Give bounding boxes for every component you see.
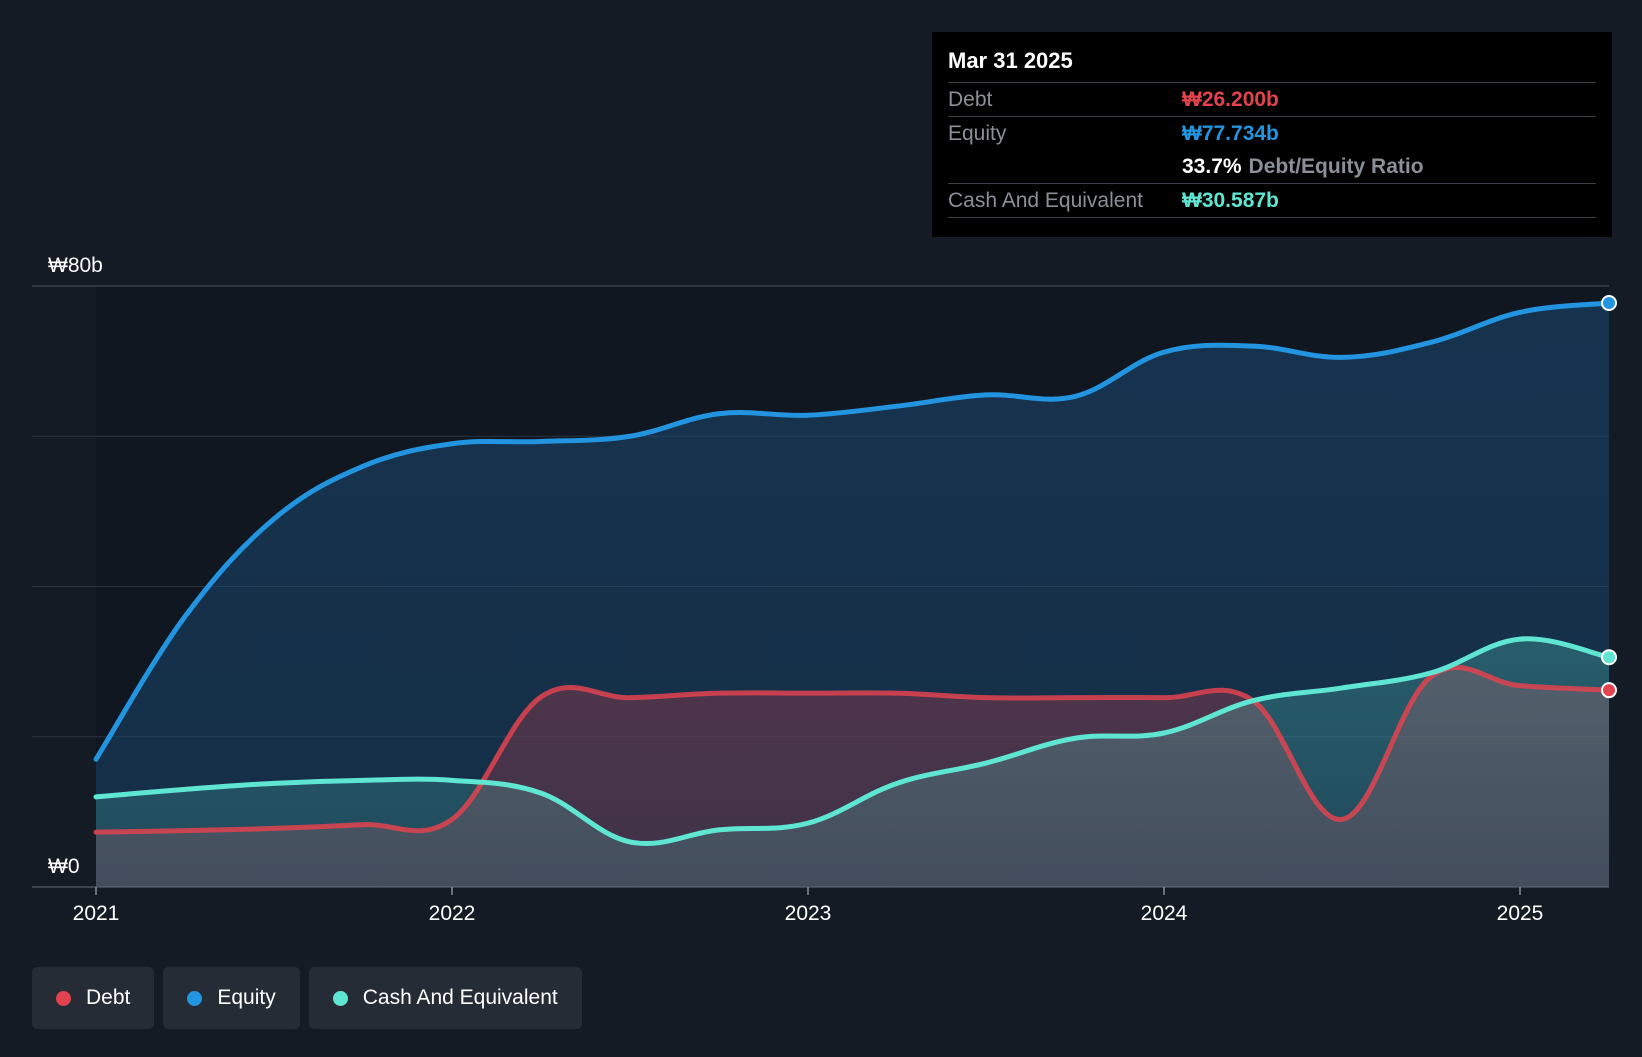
tooltip-ratio-label: Debt/Equity Ratio: [1248, 155, 1424, 178]
debt-line: [93, 664, 1612, 835]
x-tick-label: 2025: [1497, 902, 1544, 925]
tooltip-row-debt: Debt ₩26.200b: [948, 83, 1596, 117]
line-layer: [93, 300, 1612, 847]
legend-equity-label: Equity: [217, 986, 276, 1009]
tooltip-panel: Mar 31 2025 Debt ₩26.200b Equity ₩77.734…: [932, 32, 1612, 237]
legend-item-debt[interactable]: Debt: [32, 967, 155, 1029]
x-tick-label: 2024: [1141, 902, 1188, 925]
tooltip-equity-value: ₩77.734b: [1182, 122, 1279, 145]
y-tick-label: ₩80b: [48, 254, 103, 277]
axis-layer: ₩80b ₩0 2021 2022 2023 2024 2025: [48, 254, 1543, 925]
cash-end-marker[interactable]: [1601, 649, 1617, 666]
tooltip-date: Mar 31 2025: [948, 46, 1596, 83]
tooltip-ratio: 33.7% Debt/Equity Ratio: [1182, 150, 1424, 183]
x-tick-label: 2022: [429, 902, 476, 925]
legend: Debt Equity Cash And Equivalent: [32, 967, 582, 1029]
cash-dot-icon: [332, 990, 348, 1006]
area-layer: [96, 303, 1609, 887]
plot-past-background: [0, 0, 96, 1052]
tooltip-equity-label: Equity: [948, 122, 1007, 145]
equity-dot-icon: [187, 990, 203, 1006]
y-tick-label: ₩0: [48, 855, 80, 878]
debt-dot-icon: [56, 990, 71, 1006]
tooltip-row-ratio: 33.7% Debt/Equity Ratio: [948, 150, 1596, 184]
tooltip-ratio-spacer: [948, 150, 1182, 183]
legend-cash-label: Cash And Equivalent: [362, 986, 558, 1009]
tooltip-ratio-value: 33.7%: [1182, 155, 1242, 178]
marker-layer: [1601, 295, 1617, 699]
equity-line: [93, 300, 1612, 762]
legend-debt-label: Debt: [86, 986, 131, 1009]
cash-line: [93, 636, 1612, 847]
tooltip-debt-label: Debt: [948, 88, 993, 111]
equity-end-marker[interactable]: [1601, 295, 1617, 312]
debt-end-marker[interactable]: [1601, 682, 1617, 699]
cash-area: [96, 638, 1609, 887]
tooltip-debt-value: ₩26.200b: [1182, 88, 1279, 111]
legend-item-equity[interactable]: Equity: [163, 967, 300, 1029]
tooltip-cash-value: ₩30.587b: [1182, 189, 1279, 212]
tooltip-row-cash: Cash And Equivalent ₩30.587b: [948, 184, 1596, 218]
x-tick-label: 2023: [785, 902, 832, 925]
tooltip-cash-label: Cash And Equivalent: [948, 189, 1143, 212]
x-tick-label: 2021: [73, 902, 120, 925]
legend-item-cash[interactable]: Cash And Equivalent: [308, 967, 582, 1029]
tooltip-row-equity: Equity ₩77.734b: [948, 117, 1596, 150]
